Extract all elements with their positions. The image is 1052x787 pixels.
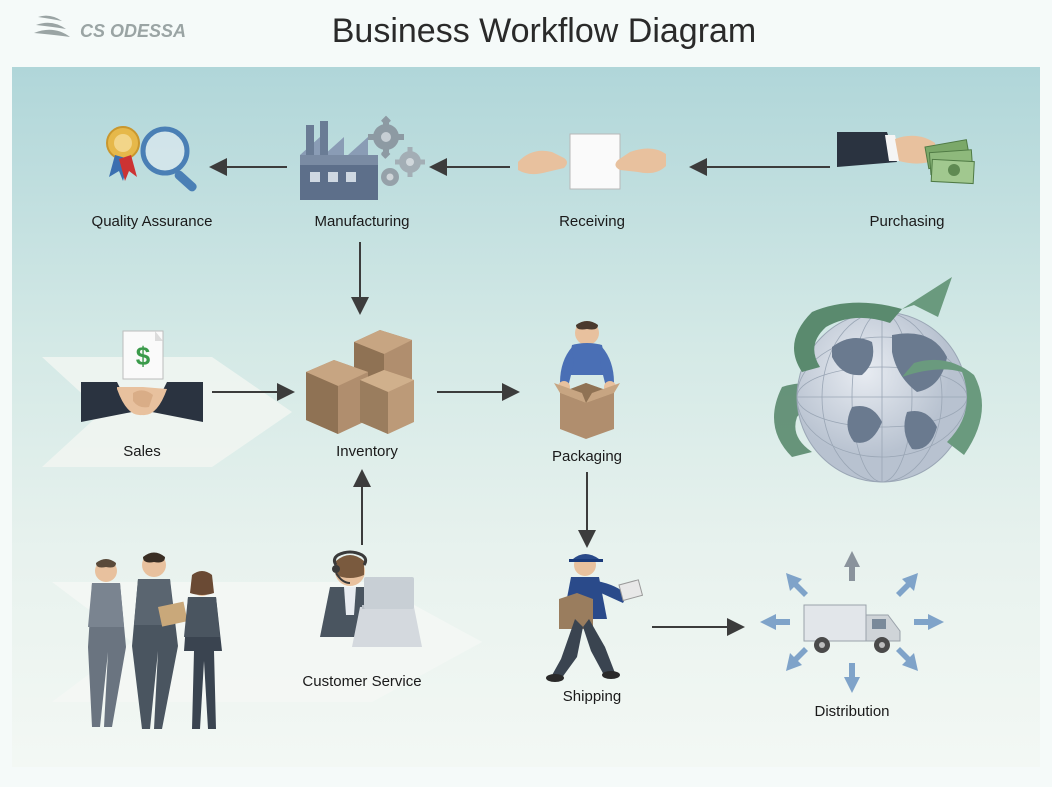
page-title: Business Workflow Diagram [66,12,1022,51]
sales-icon: $ [72,327,212,437]
node-packaging: Packaging [522,317,652,465]
manufacturing-icon [292,107,432,207]
node-inventory: Inventory [297,322,437,460]
shipping-icon [532,547,652,682]
distribution-label: Distribution [752,703,952,720]
node-people [72,547,242,747]
node-distribution: Distribution [752,547,952,720]
node-shipping: Shipping [532,547,652,705]
receiving-label: Receiving [512,213,672,230]
inventory-label: Inventory [297,443,437,460]
qa-label: Quality Assurance [82,213,222,230]
qa-icon [82,117,222,207]
customer-service-label: Customer Service [282,673,442,690]
packaging-label: Packaging [522,448,652,465]
packaging-icon [522,317,652,442]
manufacturing-label: Manufacturing [292,213,432,230]
node-customer-service: Customer Service [282,547,442,690]
svg-text:$: $ [136,341,151,371]
shipping-label: Shipping [532,688,652,705]
node-quality-assurance: Quality Assurance [82,117,222,230]
node-globe [742,257,1002,507]
distribution-icon [752,547,952,697]
inventory-icon [297,322,437,437]
purchasing-label: Purchasing [832,213,982,230]
globe-icon [742,257,1002,507]
people-icon [72,547,242,747]
customer-service-icon [282,547,442,667]
node-purchasing: Purchasing [832,107,982,230]
sales-label: Sales [72,443,212,460]
receiving-icon [512,122,672,207]
purchasing-icon [832,107,982,207]
node-manufacturing: Manufacturing [292,107,432,230]
diagram-canvas: Quality Assurance [12,67,1040,767]
node-sales: $ Sales [72,327,212,460]
node-receiving: Receiving [512,122,672,230]
